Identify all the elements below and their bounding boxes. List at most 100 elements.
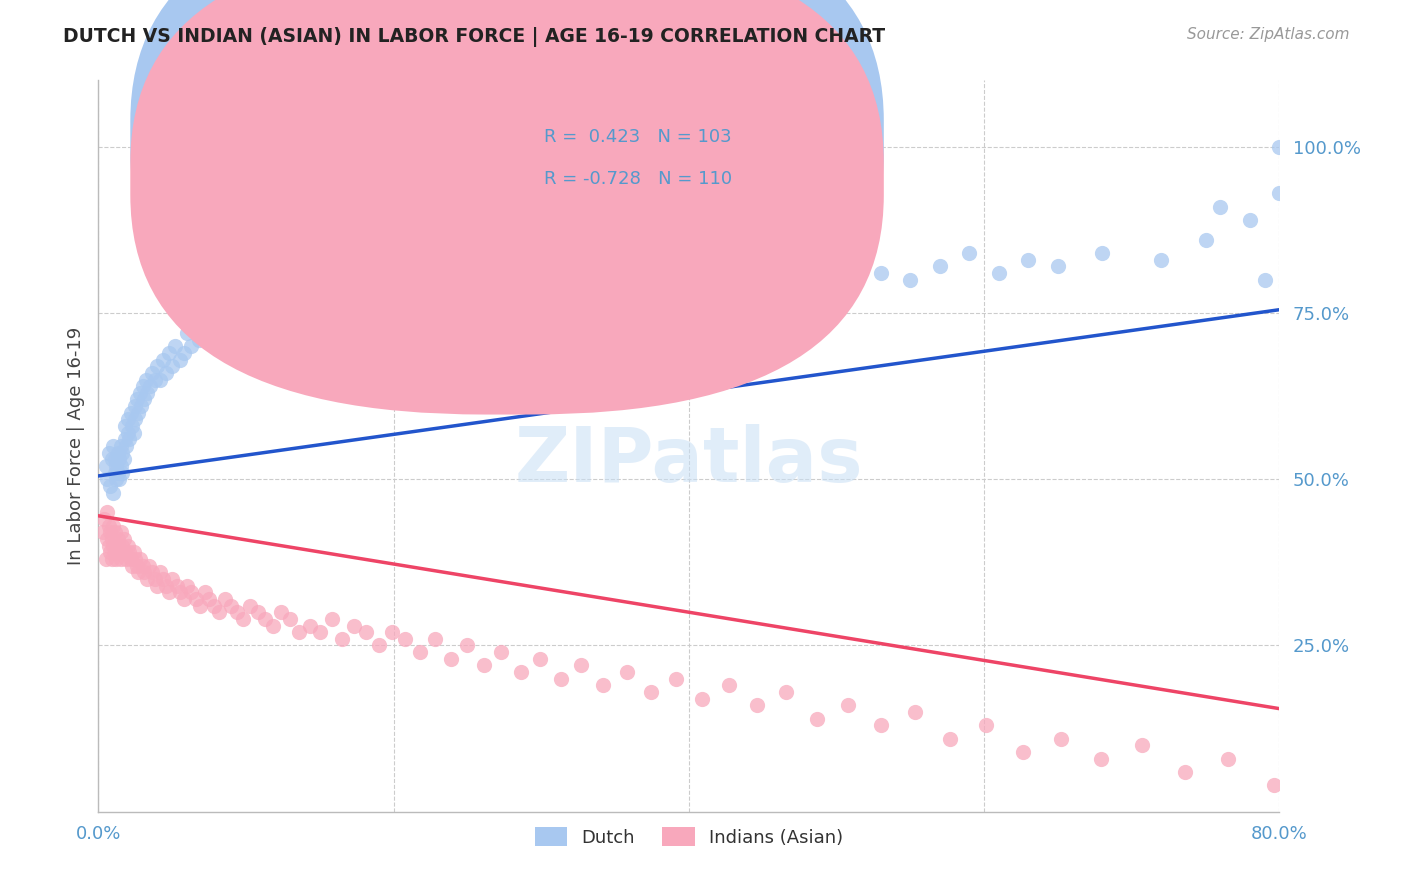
Point [107, 466, 129, 480]
Point [205, 319, 228, 334]
Point [423, 632, 446, 646]
Point [198, 326, 221, 340]
Point [97, 518, 120, 533]
Text: R =  0.423   N = 103: R = 0.423 N = 103 [544, 128, 731, 145]
Point [129, 399, 152, 413]
Point [135, 372, 157, 386]
Point [959, 246, 981, 260]
Point [162, 572, 183, 586]
Point [143, 372, 166, 386]
Point [98, 525, 121, 540]
Y-axis label: In Labor Force | Age 16-19: In Labor Force | Age 16-19 [66, 326, 84, 566]
Point [368, 639, 391, 653]
Point [232, 612, 254, 626]
Point [309, 306, 332, 320]
Point [155, 366, 177, 380]
Point [1090, 751, 1112, 765]
Point [294, 299, 316, 313]
Point [111, 445, 134, 459]
Point [939, 731, 962, 746]
Point [103, 485, 125, 500]
Point [121, 419, 143, 434]
Point [569, 658, 592, 673]
Point [91, 525, 114, 540]
Point [250, 299, 273, 313]
Point [103, 518, 125, 533]
Point [111, 466, 134, 480]
Point [155, 579, 177, 593]
Point [107, 539, 129, 553]
Point [94, 458, 117, 473]
Point [1011, 745, 1033, 759]
Point [1268, 140, 1291, 154]
Text: ZIPatlas: ZIPatlas [515, 424, 863, 498]
Point [309, 625, 332, 640]
Point [202, 599, 225, 613]
Point [104, 545, 127, 559]
Point [110, 458, 132, 473]
Point [246, 605, 269, 619]
Point [93, 512, 115, 526]
Point [115, 439, 138, 453]
Point [114, 433, 136, 447]
Point [111, 539, 134, 553]
Point [1254, 273, 1277, 287]
Point [280, 293, 302, 307]
Point [616, 665, 638, 679]
Point [169, 585, 191, 599]
Point [288, 625, 311, 640]
Point [141, 566, 163, 580]
Point [165, 339, 187, 353]
Point [125, 392, 148, 407]
Point [509, 665, 531, 679]
Point [449, 273, 471, 287]
Point [143, 572, 166, 586]
Point [149, 566, 172, 580]
Point [212, 312, 235, 326]
Point [745, 698, 768, 713]
Point [228, 319, 250, 334]
Point [187, 333, 209, 347]
Point [208, 605, 231, 619]
Point [139, 379, 162, 393]
Point [330, 293, 353, 307]
Point [134, 566, 156, 580]
Point [723, 273, 745, 287]
Point [381, 625, 404, 640]
Point [120, 552, 142, 566]
Point [806, 712, 828, 726]
Point [690, 691, 713, 706]
Point [98, 545, 121, 559]
Point [138, 558, 160, 573]
Point [929, 260, 952, 274]
Point [107, 532, 129, 546]
Point [1268, 186, 1291, 201]
Point [221, 599, 243, 613]
Point [157, 585, 180, 599]
Point [97, 539, 120, 553]
Point [904, 705, 927, 719]
Point [752, 260, 775, 274]
Point [440, 652, 463, 666]
Point [136, 385, 159, 400]
Point [149, 372, 172, 386]
Point [100, 532, 122, 546]
Point [125, 558, 148, 573]
Text: R = -0.728   N = 110: R = -0.728 N = 110 [544, 170, 731, 188]
Point [1357, 791, 1379, 805]
Point [166, 579, 188, 593]
Point [1308, 764, 1330, 779]
Point [239, 599, 262, 613]
Point [117, 412, 139, 426]
Point [1050, 731, 1073, 746]
Point [152, 572, 174, 586]
Point [128, 552, 150, 566]
Point [457, 639, 479, 653]
Point [134, 392, 156, 407]
FancyBboxPatch shape [131, 0, 884, 415]
Point [127, 406, 149, 420]
Point [169, 352, 191, 367]
Point [120, 406, 142, 420]
Point [132, 558, 155, 573]
Point [226, 605, 249, 619]
